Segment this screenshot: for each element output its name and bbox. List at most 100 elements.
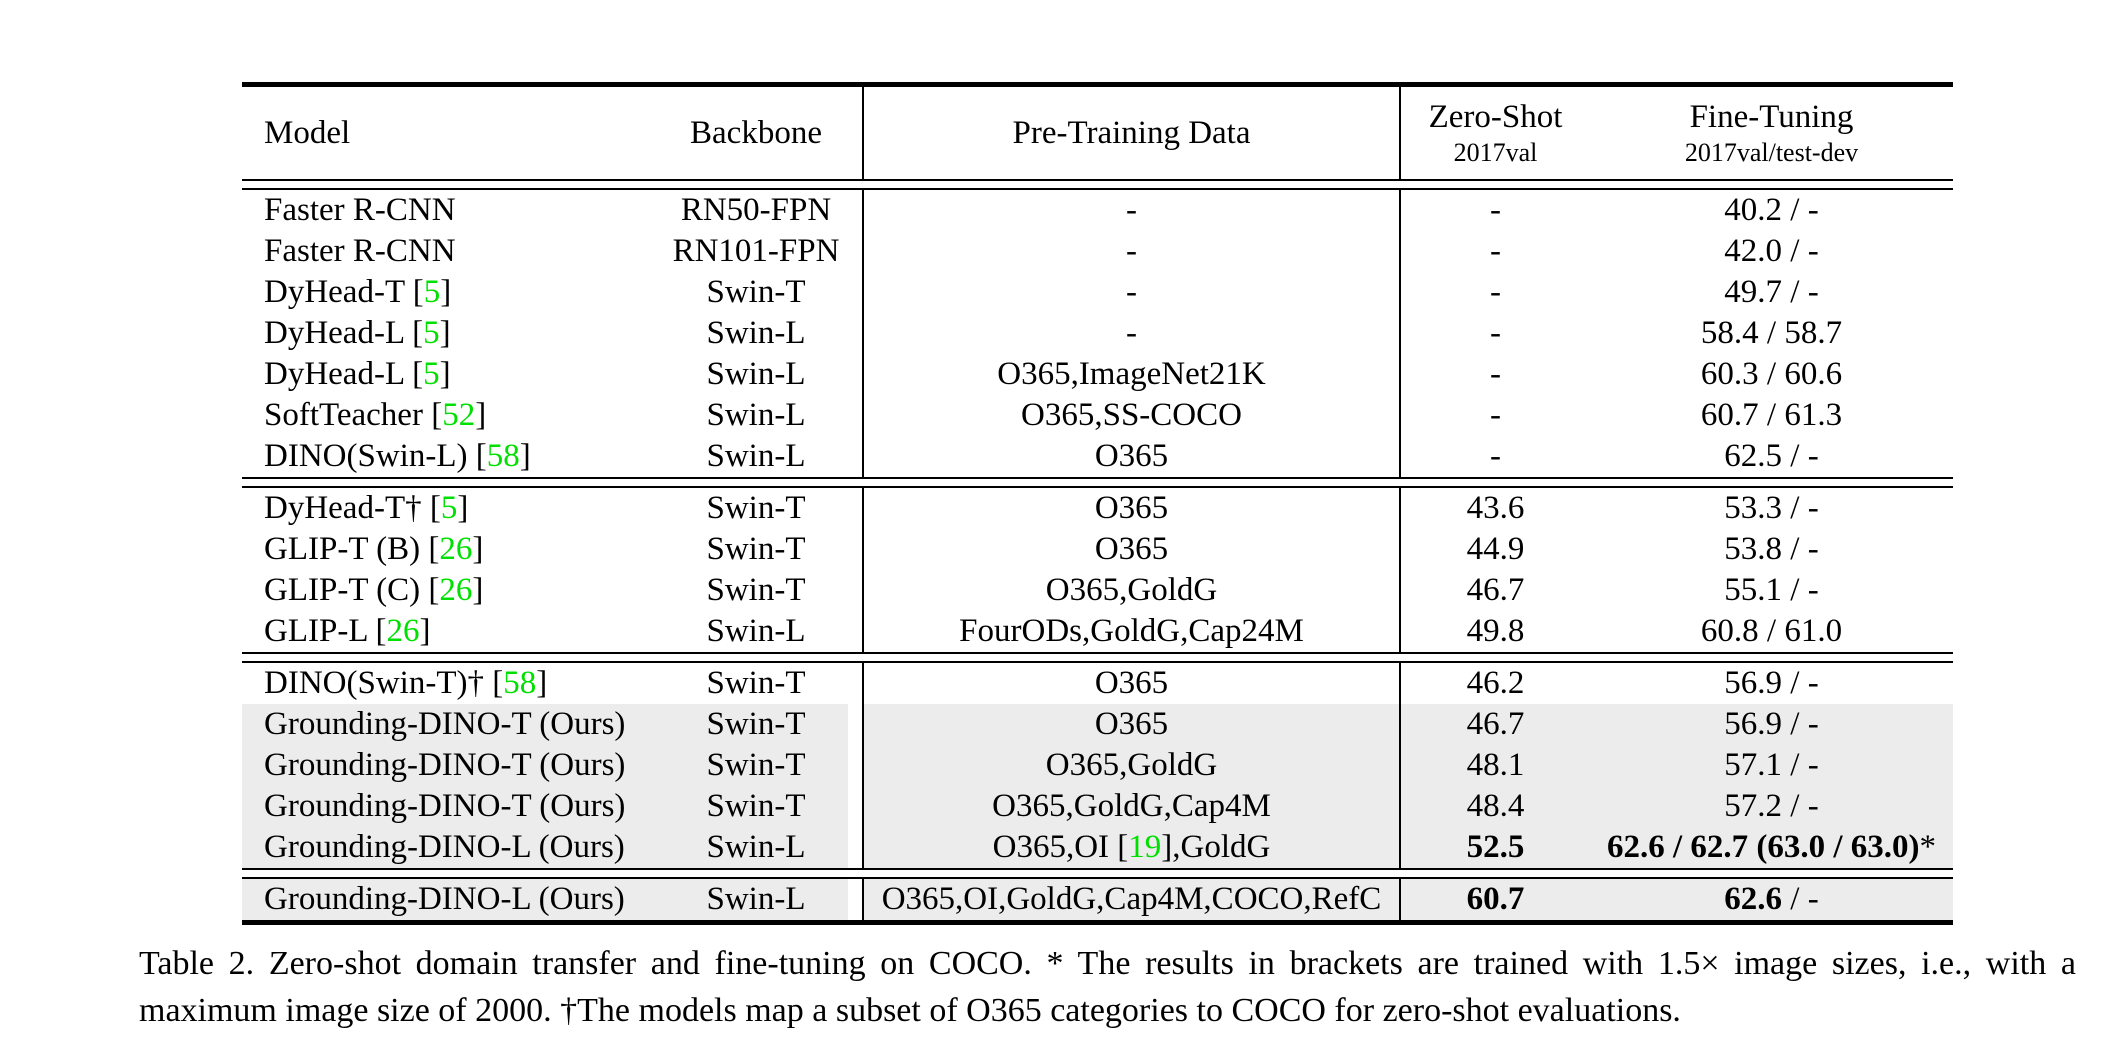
- table-body: Faster R-CNN RN50-FPN - -40.2 / - Faster R-C…: [242, 189, 1953, 923]
- fine-tuning-value: 53.3 / -: [1724, 490, 1819, 526]
- model-cell: Grounding-DINO-T (Ours): [242, 704, 650, 745]
- model-cell: DyHead-T† [5]: [264, 490, 469, 526]
- document-caption: Table 2. Zero-shot domain transfer and f…: [139, 940, 2076, 1034]
- backbone-cell: Swin-T: [650, 786, 864, 827]
- pretrain-cell: -: [863, 189, 1401, 231]
- backbone-cell: RN50-FPN: [650, 189, 864, 231]
- zero-shot-cell: -: [1490, 233, 1501, 269]
- fine-tuning-value: 56.9 / -: [1724, 665, 1819, 701]
- zero-shot-cell: 46.2: [1466, 665, 1525, 701]
- section-separator: [242, 477, 1953, 488]
- pretrain-cell: O365,GoldG,Cap4M: [863, 786, 1401, 827]
- fine-tuning-value: 62.5 / -: [1724, 438, 1819, 474]
- fine-tuning-suffix: / -: [1782, 881, 1819, 917]
- fine-tuning-value: 58.4 / 58.7: [1700, 315, 1843, 351]
- citation-link[interactable]: 26: [439, 531, 473, 567]
- table-row: Faster R-CNN RN50-FPN - -40.2 / -: [242, 189, 1953, 231]
- fine-tuning-value: 40.2 / -: [1724, 192, 1819, 228]
- fine-tuning-cell: 53.3 / -: [1590, 487, 1953, 529]
- fine-tuning-value: 56.9 / -: [1724, 706, 1819, 742]
- pretrain-cell: -: [863, 231, 1401, 272]
- model-cell: DINO(Swin-L) [58]: [264, 438, 531, 474]
- fine-tuning-cell: 40.2 / -: [1590, 189, 1953, 231]
- table-row: Grounding-DINO-L (Ours) Swin-L O365,OI [19…: [242, 827, 1953, 869]
- model-cell: Grounding-DINO-L (Ours): [242, 827, 650, 869]
- table-header: Model Backbone Pre-Training Data Zero-Sh…: [242, 84, 1953, 190]
- backbone-cell: Swin-L: [650, 436, 864, 478]
- col-header-pretrain-label: Pre-Training Data: [1012, 114, 1251, 151]
- pretrain-cell: -: [863, 313, 1401, 354]
- pretrain-cell: O365,GoldG: [863, 570, 1401, 611]
- fine-tuning-value: 57.1 / -: [1724, 747, 1819, 783]
- citation-link[interactable]: 5: [440, 490, 458, 526]
- fine-tuning-cell: 53.8 / -: [1590, 529, 1953, 570]
- backbone-cell: Swin-L: [650, 878, 864, 923]
- table-row: GLIP-L [26] Swin-L FourODs,GoldG,Cap24M 49.…: [242, 611, 1953, 653]
- zero-shot-cell: -: [1490, 356, 1501, 392]
- zero-shot-cell: -: [1490, 438, 1501, 474]
- fine-tuning-value: 62.6: [1724, 881, 1783, 917]
- backbone-cell: Swin-L: [650, 354, 864, 395]
- fine-tuning-cell: 56.9 / -: [1590, 662, 1953, 704]
- citation-link[interactable]: 58: [486, 438, 520, 474]
- citation-link[interactable]: 52: [442, 397, 476, 433]
- citation-link[interactable]: 26: [386, 613, 420, 649]
- citation-link[interactable]: 5: [423, 274, 441, 310]
- citation-link[interactable]: 26: [439, 572, 473, 608]
- backbone-cell: Swin-T: [650, 662, 864, 704]
- col-header-model-label: Model: [264, 114, 351, 151]
- fine-tuning-cell: 57.2 / -: [1590, 786, 1953, 827]
- pretrain-cell: FourODs,GoldG,Cap24M: [863, 611, 1401, 653]
- results-table: Model Backbone Pre-Training Data Zero-Sh…: [242, 82, 1953, 925]
- model-cell: Grounding-DINO-T (Ours): [242, 745, 650, 786]
- pretrain-cell: O365,SS-COCO: [863, 395, 1401, 436]
- fine-tuning-cell: 62.6 / -: [1590, 878, 1953, 923]
- model-cell: DyHead-L [5]: [264, 356, 451, 392]
- backbone-cell: Swin-L: [650, 395, 864, 436]
- zero-shot-cell: -: [1490, 397, 1501, 433]
- table-row: Grounding-DINO-T (Ours) Swin-T O365,GoldG 4…: [242, 745, 1953, 786]
- fine-tuning-cell: 60.7 / 61.3: [1590, 395, 1953, 436]
- fine-tuning-cell: 42.0 / -: [1590, 231, 1953, 272]
- pretrain-cell: -: [863, 272, 1401, 313]
- citation-link[interactable]: 19: [1128, 829, 1162, 865]
- model-cell: DyHead-T [5]: [264, 274, 452, 310]
- col-header-fine-tuning-label: Fine-Tuning: [1689, 99, 1854, 135]
- zero-shot-cell: 46.7: [1466, 572, 1525, 608]
- table-row: DINO(Swin-T)† [58] Swin-T O365 46.2 56.9 / -: [242, 662, 1953, 704]
- col-header-fine-tuning-sublabel: 2017val/test-dev: [1684, 138, 1859, 167]
- col-header-zero-shot-label: Zero-Shot: [1428, 99, 1563, 135]
- backbone-cell: Swin-L: [650, 611, 864, 653]
- pretrain-cell: O365: [863, 487, 1401, 529]
- model-cell: GLIP-T (C) [26]: [264, 572, 484, 608]
- zero-shot-cell: -: [1490, 315, 1501, 351]
- model-cell: Grounding-DINO-L (Ours): [242, 878, 650, 923]
- fine-tuning-value: 57.2 / -: [1724, 788, 1819, 824]
- col-header-fine-tuning: Fine-Tuning 2017val/test-dev: [1590, 85, 1953, 181]
- fine-tuning-value: 62.6 / 62.7 (63.0 / 63.0): [1606, 829, 1920, 865]
- backbone-cell: Swin-T: [650, 529, 864, 570]
- zero-shot-cell: 48.4: [1400, 786, 1590, 827]
- table-row: DyHead-T [5] Swin-T - -49.7 / -: [242, 272, 1953, 313]
- pretrain-cell: O365,OI [19],GoldG: [863, 827, 1401, 869]
- table-row: Faster R-CNN RN101-FPN - -42.0 / -: [242, 231, 1953, 272]
- header-row: Model Backbone Pre-Training Data Zero-Sh…: [242, 84, 1953, 181]
- citation-link[interactable]: 5: [423, 356, 440, 392]
- table-row: DINO(Swin-L) [58] Swin-L O365 - 62.5 / -: [242, 436, 1953, 478]
- model-cell: GLIP-L [26]: [264, 613, 431, 649]
- pretrain-cell: O365,ImageNet21K: [863, 354, 1401, 395]
- zero-shot-cell: 49.8: [1466, 613, 1525, 649]
- fine-tuning-suffix: *: [1919, 829, 1937, 865]
- backbone-cell: Swin-T: [650, 272, 864, 313]
- zero-shot-cell: 60.7: [1400, 878, 1590, 923]
- col-header-model: Model: [242, 85, 650, 181]
- fine-tuning-value: 42.0 / -: [1724, 233, 1819, 269]
- model-cell: DyHead-L [5]: [264, 315, 451, 351]
- table-row: Grounding-DINO-T (Ours) Swin-T O365 46.7 56.…: [242, 704, 1953, 745]
- table-row: DyHead-L [5] Swin-L - -58.4 / 58.7: [242, 313, 1953, 354]
- model-cell: SoftTeacher [52]: [264, 397, 487, 433]
- citation-link[interactable]: 5: [423, 315, 440, 351]
- backbone-cell: Swin-L: [650, 313, 864, 354]
- citation-link[interactable]: 58: [503, 665, 537, 701]
